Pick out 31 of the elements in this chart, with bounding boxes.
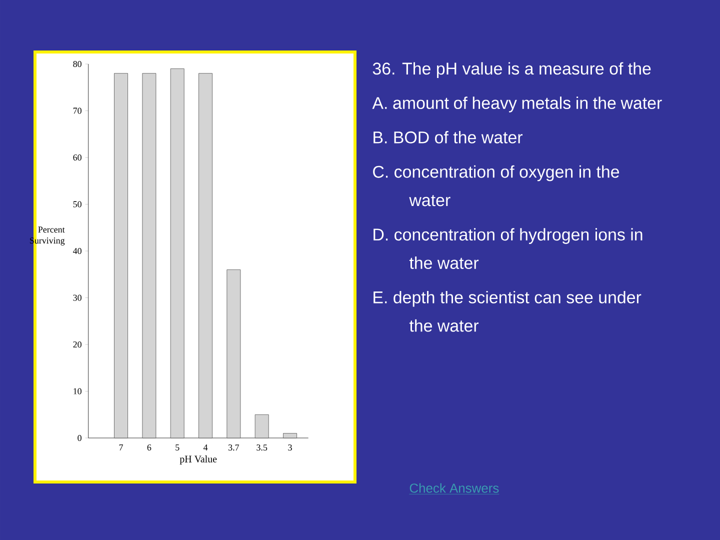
y-tick-label: 40 (73, 248, 82, 254)
x-tick-label: 7 (119, 444, 123, 450)
text: Check Answers (410, 483, 499, 493)
bar (226, 269, 241, 438)
text: B. BOD of the water (374, 130, 523, 144)
x-tick-label: 4 (203, 444, 208, 450)
x-axis-title: pH Value (180, 455, 217, 464)
bar (283, 433, 297, 438)
bar (114, 73, 128, 438)
y-tick-label: 0 (78, 434, 82, 442)
y-tick-label: 20 (73, 341, 82, 348)
y-tick-label: 80 (73, 60, 82, 68)
y-tick-label: 50 (73, 201, 82, 208)
bar (142, 73, 156, 438)
y-tick-label: 10 (74, 388, 82, 394)
text: A. amount of heavy metals in the water (372, 96, 662, 112)
text: 36. The pH value is a measure of the (372, 62, 651, 78)
bar (254, 414, 269, 438)
x-tick-label: 5 (176, 444, 180, 450)
y-tick-label: 70 (73, 108, 82, 114)
text: E. depth the scientist can see under the water (374, 290, 642, 332)
text: D. concentration of hydrogen ions in the water (374, 228, 642, 269)
x-tick-label: 3 (288, 444, 292, 451)
y-tick-label: 30 (73, 294, 82, 301)
y-tick-label: 60 (73, 154, 82, 161)
x-tick-label: 6 (147, 444, 152, 451)
text: C. concentration of oxygen in the water (373, 165, 620, 206)
x-tick-label: 3.5 (256, 444, 268, 451)
bar (198, 73, 212, 438)
bar (170, 68, 184, 438)
x-tick-label: 3.7 (228, 444, 240, 451)
